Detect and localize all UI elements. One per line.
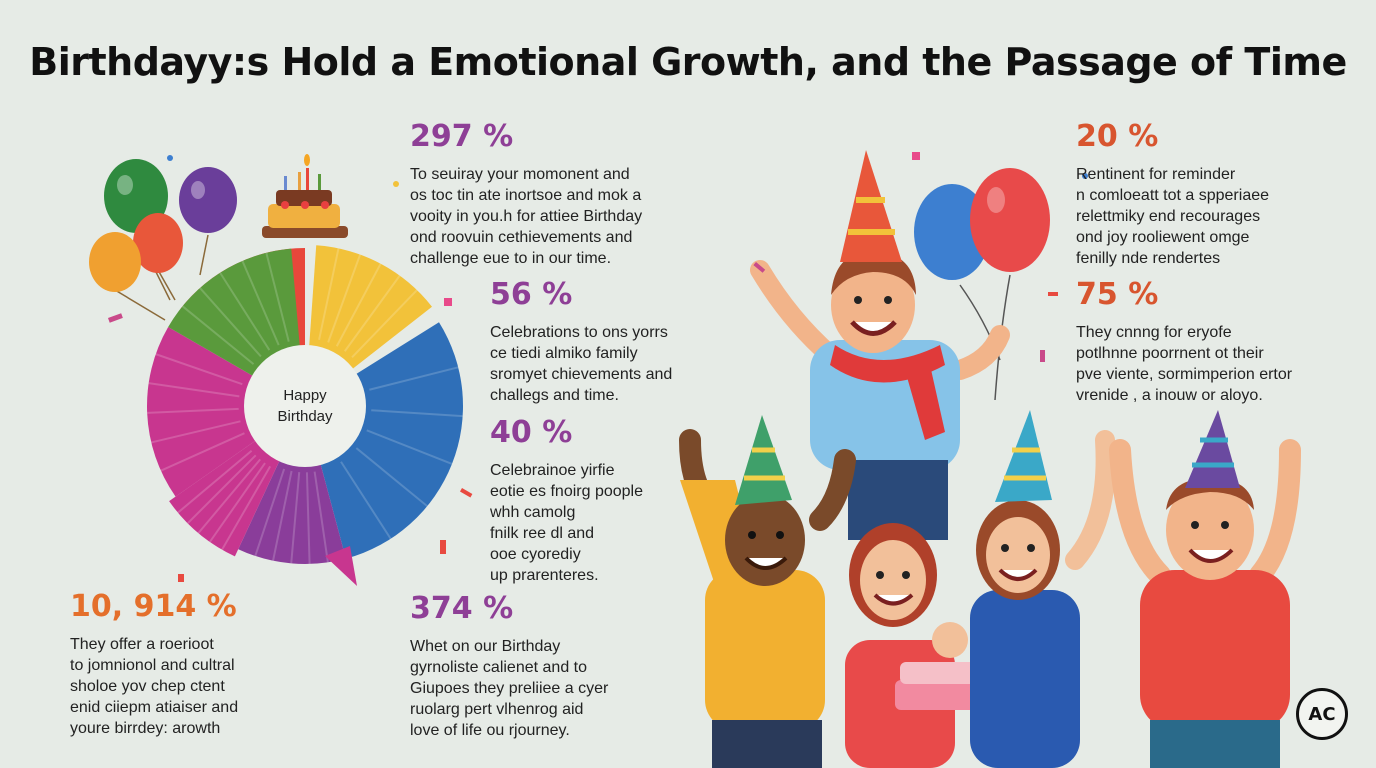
pie-wedge (238, 406, 346, 564)
balloons-left-icon (89, 159, 237, 321)
stat-block-5: 374 % Whet on our Birthday gyrnoliste ca… (410, 592, 670, 741)
stat-text-6: Rentinent for reminder n comloeatt tot a… (1076, 166, 1270, 267)
stat-percent-4: 10, 914 % (70, 589, 237, 624)
stat-text-1: To seuiray your momonent and os toc tin … (410, 166, 643, 267)
stat-text-4: They offer a roerioot to jomnionol and c… (70, 636, 239, 737)
pie-wedge (147, 327, 305, 497)
stat-percent-1: 297 % (410, 119, 514, 154)
page-title: Birthdayy:s Hold a Emotional Growth, and… (29, 40, 1347, 84)
stat-percent-3: 40 % (490, 415, 573, 450)
stat-percent-2: 56 % (490, 277, 573, 312)
stat-block-1: 297 % To seuiray your momonent and os to… (410, 120, 690, 269)
person-left-icon (679, 415, 856, 768)
stat-text-5: Whet on our Birthday gyrnoliste calienet… (410, 638, 609, 739)
stat-block-7: 75 % They cnnng for eryofe potlhnne poor… (1076, 278, 1336, 406)
stat-percent-6: 20 % (1076, 119, 1159, 154)
pie-center-line1: Happy (283, 387, 327, 404)
person-far-right-icon (1109, 410, 1301, 768)
cake-icon (262, 154, 348, 238)
stat-text-7: They cnnng for eryofe potlhnne poorrnent… (1076, 324, 1293, 404)
pie-center-label: Happy Birthday (244, 345, 366, 467)
person-center-icon (845, 523, 990, 768)
stat-block-6: 20 % Rentinent for reminder n comloeatt … (1076, 120, 1336, 269)
stat-block-3: 40 % Celebrainoe yirfie eotie es fnoirg … (490, 416, 690, 586)
stat-text-3: Celebrainoe yirfie eotie es fnoirg poopl… (490, 462, 643, 584)
person-top-icon (750, 150, 1010, 540)
confetti-icon (108, 152, 1088, 582)
logo-badge: AC (1296, 688, 1348, 740)
stat-text-2: Celebrations to ons yorrs ce tiedi almik… (490, 324, 673, 404)
pie-tail (325, 546, 357, 586)
person-right-icon (970, 410, 1116, 768)
pie-center-line2: Birthday (277, 408, 333, 425)
stat-percent-7: 75 % (1076, 277, 1159, 312)
stat-block-2: 56 % Celebrations to ons yorrs ce tiedi … (490, 278, 710, 406)
balloons-right-icon (914, 168, 1050, 401)
stat-block-4: 10, 914 % They offer a roerioot to jomni… (70, 590, 310, 739)
stat-percent-5: 374 % (410, 591, 514, 626)
